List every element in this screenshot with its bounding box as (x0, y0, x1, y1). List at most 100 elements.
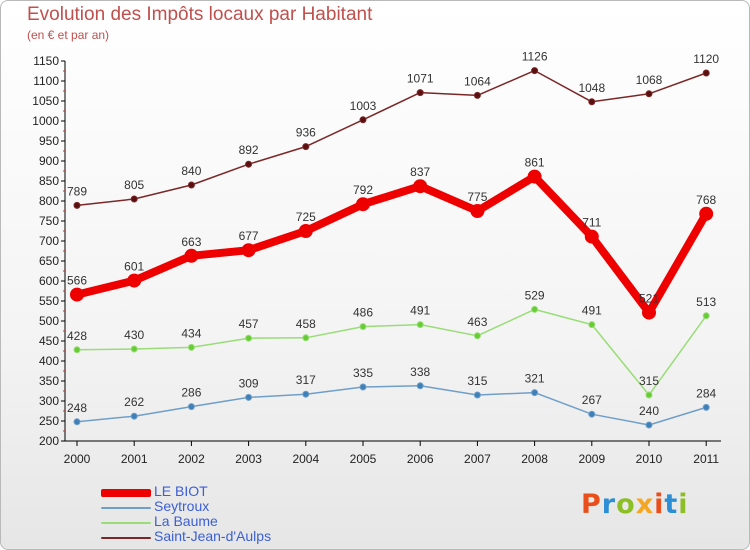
x-tick-label: 2009 (578, 452, 605, 466)
data-label-saint-jean-d-aulps: 789 (67, 184, 87, 198)
y-tick-label: 550 (39, 294, 59, 308)
data-label-seytroux: 309 (239, 376, 259, 390)
x-tick-label: 2006 (407, 452, 434, 466)
x-tick-label: 2007 (464, 452, 491, 466)
data-label-la-baume: 491 (410, 304, 430, 318)
data-point-le-biot (184, 248, 199, 263)
data-label-le-biot: 601 (124, 260, 144, 274)
data-point-la-baume (359, 323, 367, 331)
data-point-saint-jean-d-aulps (702, 69, 710, 77)
data-label-le-biot: 861 (525, 156, 545, 170)
x-tick-label: 2004 (292, 452, 319, 466)
data-point-seytroux (416, 382, 424, 390)
data-point-seytroux (302, 390, 310, 398)
data-label-le-biot: 792 (353, 183, 373, 197)
y-tick-label: 1050 (32, 94, 59, 108)
y-tick-label: 700 (39, 234, 59, 248)
data-point-seytroux (588, 410, 596, 418)
y-tick-label: 350 (39, 374, 59, 388)
data-point-le-biot (584, 229, 599, 244)
data-point-le-biot (470, 204, 485, 218)
data-point-le-biot (298, 224, 313, 238)
y-tick-label: 400 (39, 354, 59, 368)
data-label-saint-jean-d-aulps: 892 (239, 143, 259, 157)
legend-label: LE BIOT (154, 483, 208, 499)
data-label-saint-jean-d-aulps: 1068 (636, 73, 663, 87)
data-point-le-biot (241, 243, 256, 258)
data-label-la-baume: 529 (525, 288, 545, 302)
data-label-le-biot: 775 (467, 190, 487, 204)
data-point-la-baume (645, 391, 653, 399)
data-label-seytroux: 248 (67, 401, 87, 415)
data-label-le-biot: 837 (410, 165, 430, 179)
data-label-seytroux: 267 (582, 393, 602, 407)
data-label-seytroux: 338 (410, 365, 430, 379)
x-tick-label: 2008 (521, 452, 548, 466)
data-point-saint-jean-d-aulps (245, 160, 253, 168)
data-point-seytroux (245, 393, 253, 401)
data-label-le-biot: 768 (696, 193, 716, 207)
data-point-saint-jean-d-aulps (302, 143, 310, 151)
data-label-seytroux: 335 (353, 366, 373, 380)
proxiti-logo: Proxiti (581, 489, 689, 520)
y-tick-label: 250 (39, 414, 59, 428)
legend-label: La Baume (154, 513, 218, 529)
x-tick-label: 2011 (693, 452, 719, 466)
data-label-le-biot: 566 (67, 274, 87, 288)
data-label-la-baume: 430 (124, 328, 144, 342)
y-tick-label: 900 (39, 154, 59, 168)
data-label-seytroux: 240 (639, 404, 659, 418)
data-point-le-biot (127, 273, 142, 288)
series-line-le-biot (73, 172, 711, 317)
data-point-la-baume (702, 312, 710, 320)
data-point-seytroux (73, 418, 81, 426)
data-point-la-baume (588, 321, 596, 329)
data-point-le-biot (356, 197, 370, 212)
data-point-saint-jean-d-aulps (645, 90, 653, 98)
x-tick-label: 2005 (350, 452, 377, 466)
data-point-seytroux (702, 403, 710, 411)
data-label-la-baume: 491 (582, 304, 602, 318)
y-tick-label: 1150 (33, 54, 59, 68)
y-tick-label: 300 (39, 394, 59, 408)
y-tick-label: 600 (39, 274, 59, 288)
data-label-la-baume: 513 (696, 295, 716, 309)
data-label-seytroux: 321 (525, 372, 545, 386)
data-point-saint-jean-d-aulps (187, 181, 195, 189)
data-label-seytroux: 317 (296, 373, 316, 387)
data-point-la-baume (302, 334, 310, 342)
series-line-saint-jean-d-aulps (76, 69, 707, 207)
series-line-la-baume (76, 308, 707, 396)
data-point-la-baume (473, 332, 481, 340)
chart-subtitle: (en € et par an) (27, 28, 110, 42)
legend-swatch (101, 537, 151, 539)
data-point-saint-jean-d-aulps (73, 201, 81, 209)
data-label-saint-jean-d-aulps: 840 (181, 164, 201, 178)
data-label-saint-jean-d-aulps: 1126 (522, 50, 548, 64)
data-point-seytroux (473, 391, 481, 399)
data-point-la-baume (245, 334, 253, 342)
data-label-saint-jean-d-aulps: 1048 (578, 81, 605, 95)
data-label-le-biot: 677 (239, 229, 259, 243)
data-point-saint-jean-d-aulps (588, 98, 596, 106)
data-label-saint-jean-d-aulps: 1003 (350, 99, 377, 113)
data-point-la-baume (531, 305, 539, 313)
x-tick-label: 2003 (235, 452, 262, 466)
y-tick-label: 950 (39, 134, 59, 148)
data-point-seytroux (531, 389, 539, 397)
data-label-seytroux: 315 (467, 374, 487, 388)
data-point-saint-jean-d-aulps (473, 91, 481, 99)
data-label-la-baume: 458 (296, 317, 316, 331)
data-label-le-biot: 725 (296, 210, 316, 224)
y-tick-label: 1100 (33, 74, 59, 88)
y-tick-label: 650 (39, 254, 59, 268)
data-point-saint-jean-d-aulps (416, 89, 424, 97)
data-label-saint-jean-d-aulps: 936 (296, 126, 316, 140)
data-point-saint-jean-d-aulps (130, 195, 138, 203)
data-label-saint-jean-d-aulps: 1071 (407, 72, 434, 86)
data-label-seytroux: 262 (124, 395, 144, 409)
data-point-le-biot (699, 206, 714, 221)
data-point-la-baume (187, 343, 195, 351)
y-tick-label: 500 (39, 314, 59, 328)
